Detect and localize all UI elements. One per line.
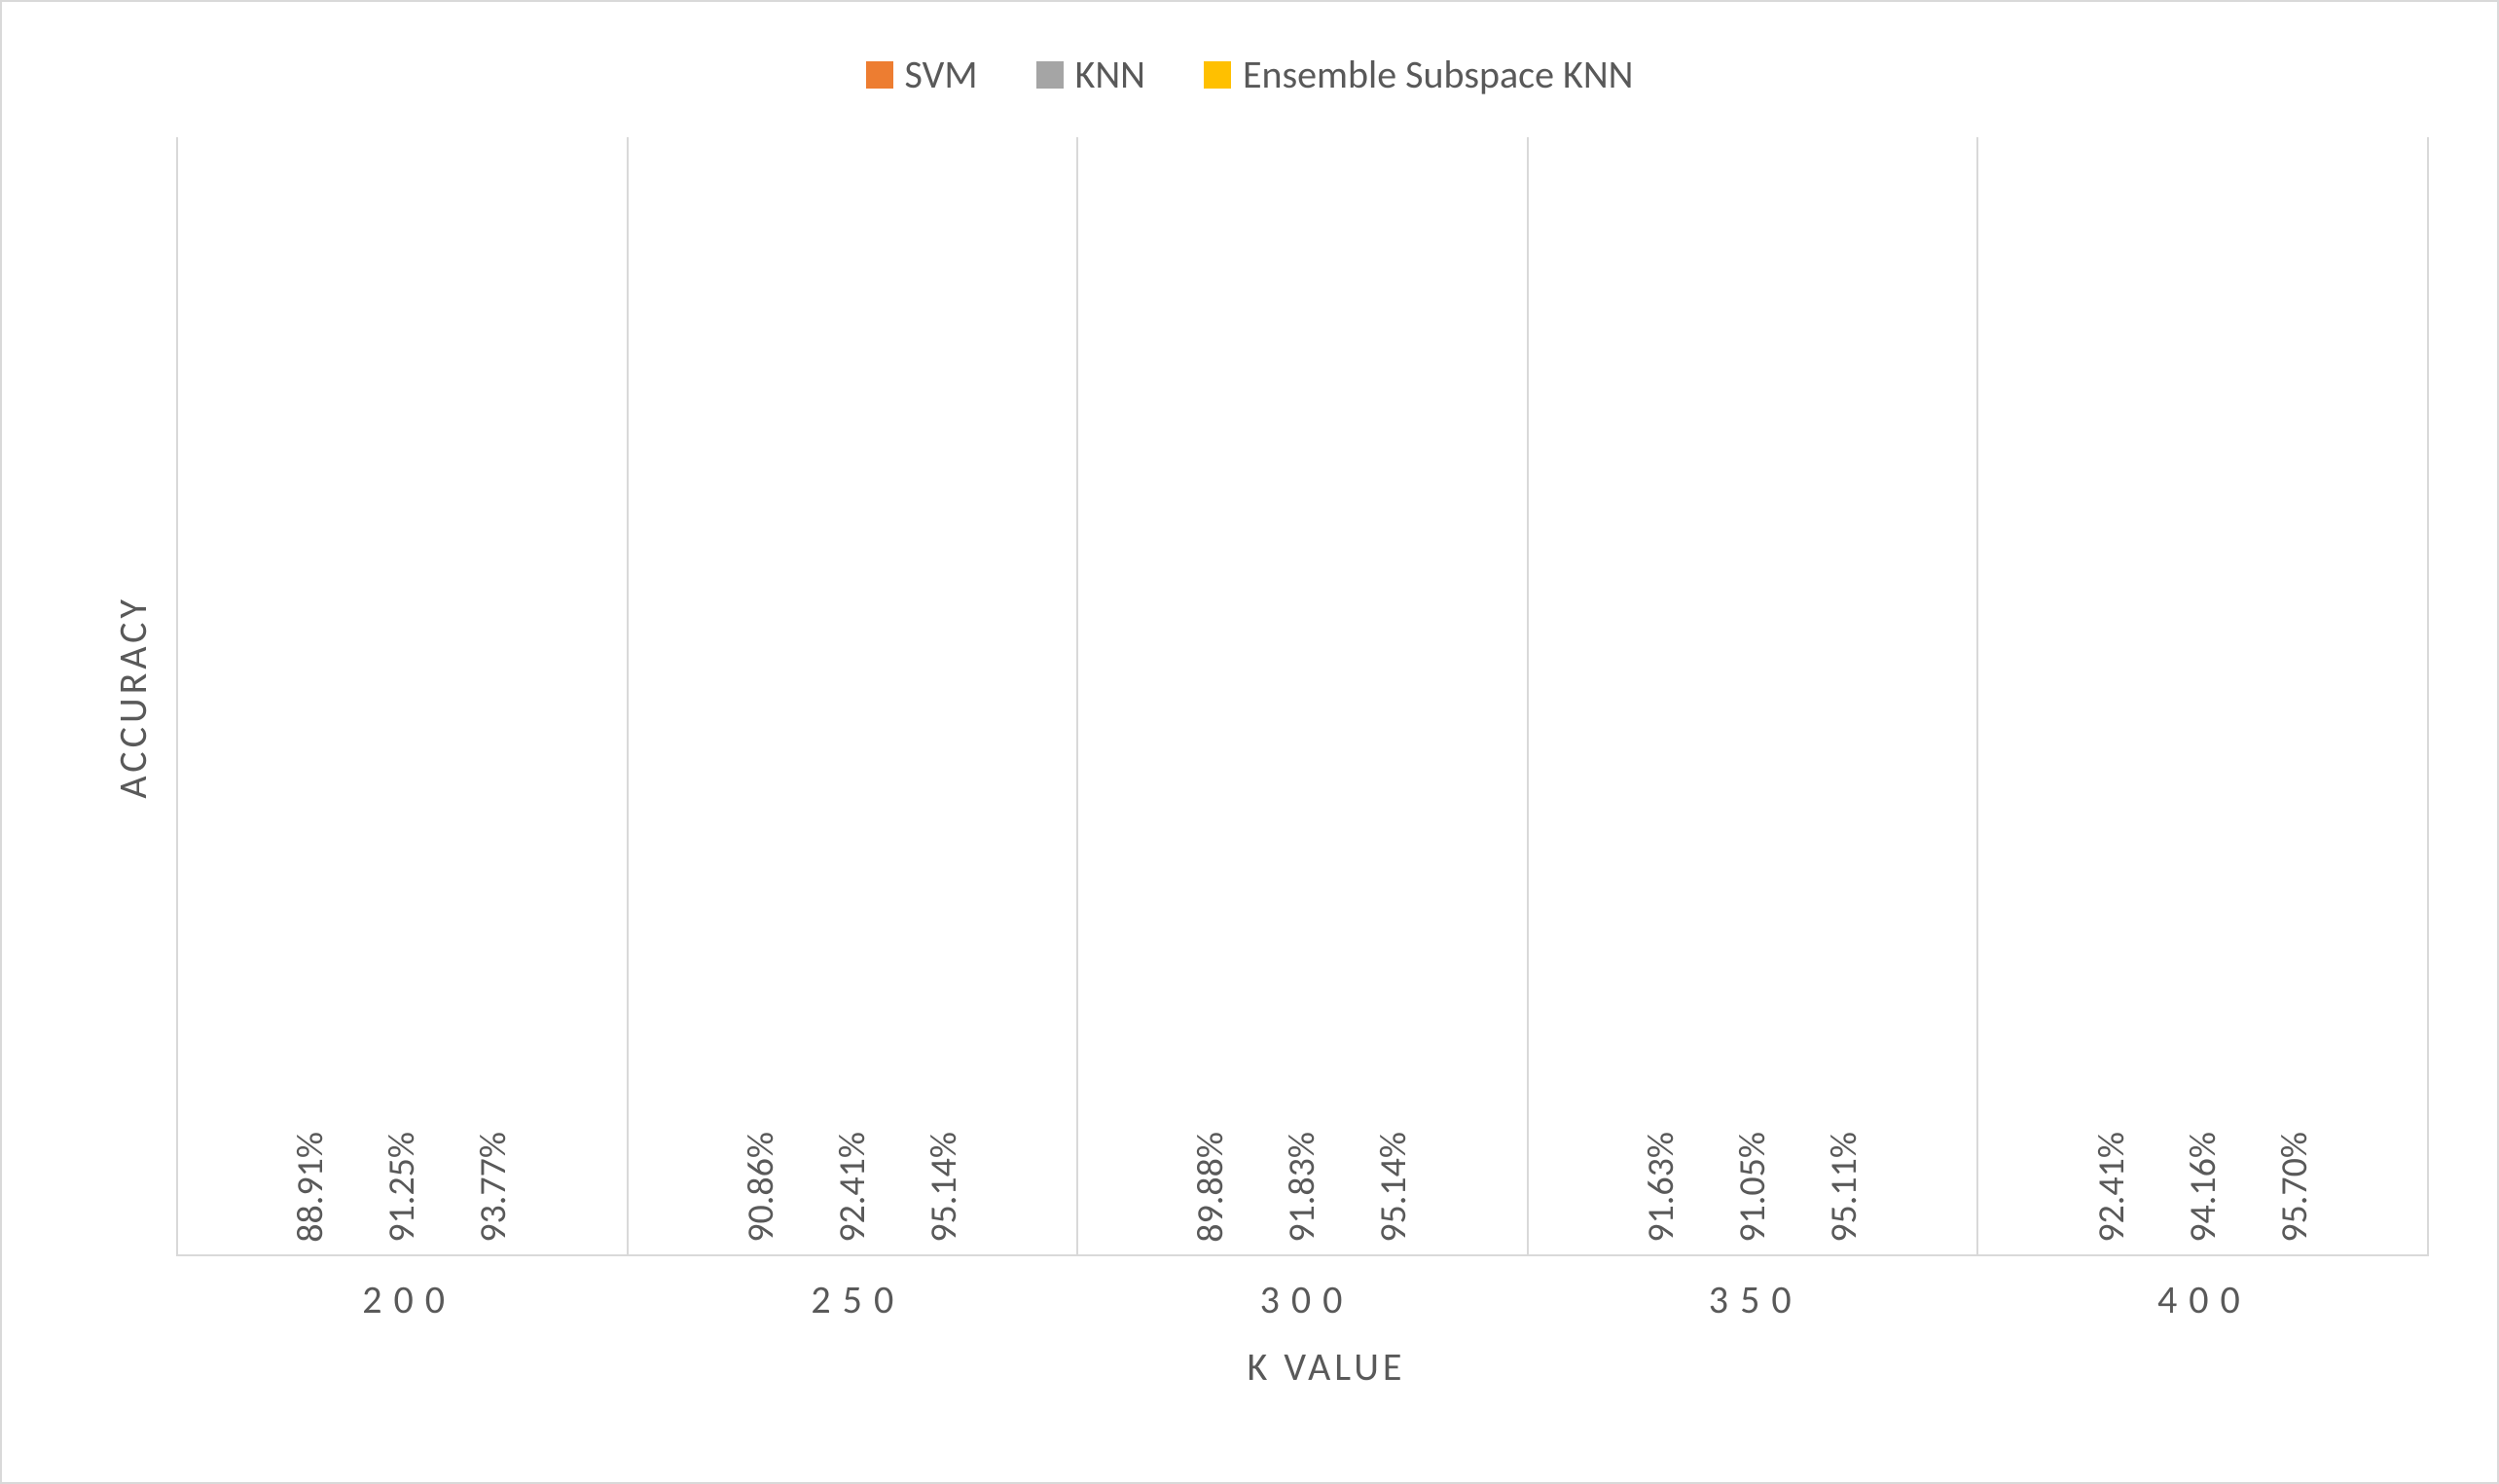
bar-wrap: 91.63% [1627, 1132, 1695, 1254]
bar-value-label: 91.25% [380, 1132, 424, 1243]
bar-group: 89.88% 91.83% 95.14% [1076, 137, 1527, 1254]
bar-wrap: 92.41% [818, 1132, 887, 1254]
legend-item-svm: SVM [866, 51, 978, 98]
y-axis-label: ACCURACY [90, 596, 176, 799]
bar-wrap: 91.05% [1719, 1132, 1787, 1254]
legend-label-knn: KNN [1075, 51, 1145, 98]
bar-wrap: 93.77% [459, 1132, 527, 1254]
bar-wrap: 89.88% [1177, 1132, 1245, 1254]
bar-value-label: 93.77% [471, 1132, 516, 1243]
bar-wrap: 94.16% [2169, 1132, 2237, 1254]
bar-value-label: 91.05% [1730, 1132, 1775, 1243]
bar-value-label: 94.16% [2181, 1132, 2226, 1243]
x-tick-label: 200 [185, 1256, 634, 1323]
legend-swatch-knn [1036, 61, 1064, 89]
x-axis-label: K VALUE [185, 1343, 2468, 1391]
bar-wrap: 95.11% [1810, 1132, 1878, 1254]
bar-value-label: 91.83% [1280, 1132, 1324, 1243]
plot-wrapper: ACCURACY 88.91%91.25%93.77%90.86%92.41%9… [90, 137, 2429, 1256]
bar-value-label: 89.88% [1188, 1132, 1233, 1243]
bar-value-label: 95.14% [922, 1132, 966, 1243]
chart-container: SVM KNN Ensemble Subspace KNN ACCURACY 8… [0, 0, 2499, 1484]
bar-wrap: 95.14% [1359, 1132, 1428, 1254]
legend-swatch-svm [866, 61, 893, 89]
x-tick-label: 350 [1532, 1256, 1980, 1323]
bar-wrap: 90.86% [727, 1132, 795, 1254]
legend-swatch-ensemble [1204, 61, 1231, 89]
x-tick-label: 300 [1082, 1256, 1531, 1323]
legend-item-knn: KNN [1036, 51, 1145, 98]
bar-wrap: 88.91% [276, 1132, 344, 1254]
bar-value-label: 95.70% [2272, 1132, 2317, 1243]
bar-value-label: 92.41% [830, 1132, 875, 1243]
bar-group: 91.63% 91.05% 95.11% [1527, 137, 1977, 1254]
legend-item-ensemble: Ensemble Subspace KNN [1204, 51, 1634, 98]
x-tick-label: 250 [634, 1256, 1082, 1323]
bar-group: 92.41% 94.16% 95.70% [1976, 137, 2429, 1254]
bar-value-label: 95.14% [1371, 1132, 1416, 1243]
bar-value-label: 95.11% [1822, 1132, 1866, 1243]
bar-wrap: 95.70% [2261, 1132, 2329, 1254]
bar-group: 88.91% 91.25% 93.77% [176, 137, 627, 1254]
legend-label-ensemble: Ensemble Subspace KNN [1243, 51, 1634, 98]
bar-value-label: 88.91% [288, 1132, 333, 1243]
bar-value-label: 92.41% [2089, 1132, 2134, 1243]
bar-value-label: 91.63% [1639, 1132, 1684, 1243]
bar-wrap: 91.83% [1268, 1132, 1336, 1254]
legend-label-svm: SVM [905, 51, 978, 98]
bar-wrap: 91.25% [368, 1132, 436, 1254]
bar-wrap: 95.14% [910, 1132, 978, 1254]
bar-group: 90.86% 92.41% 95.14% [627, 137, 1077, 1254]
x-tick-label: 400 [1980, 1256, 2429, 1323]
bar-wrap: 92.41% [2078, 1132, 2146, 1254]
x-axis-ticks: 200250300350400 [185, 1256, 2429, 1323]
plot-area: 88.91%91.25%93.77%90.86%92.41%95.14%89.8… [176, 137, 2429, 1256]
legend: SVM KNN Ensemble Subspace KNN [31, 51, 2468, 98]
bar-value-label: 90.86% [739, 1132, 783, 1243]
